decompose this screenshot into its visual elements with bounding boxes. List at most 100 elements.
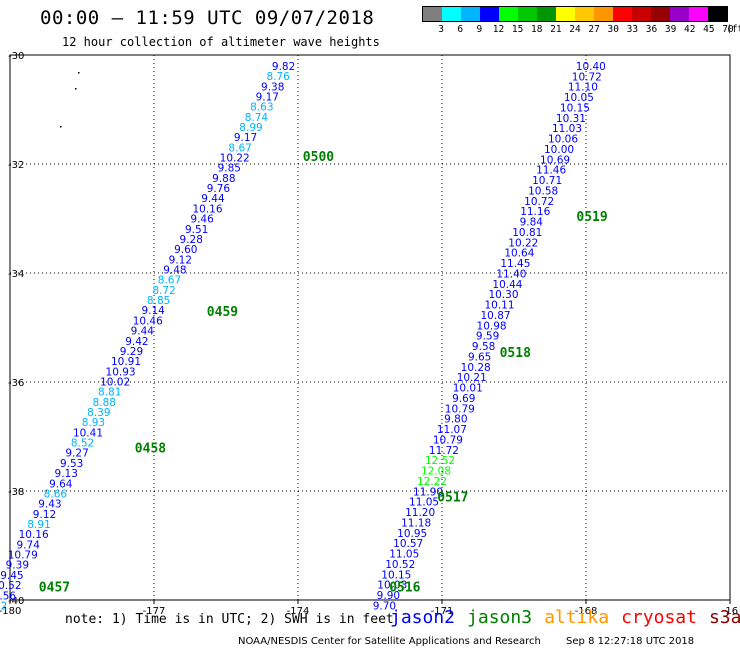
track-a-wave-height-label: 8.63 <box>250 102 273 114</box>
track-a-wave-height-label: 10.93 <box>106 366 136 378</box>
scale-swatch <box>537 7 556 21</box>
land-speck <box>75 88 77 90</box>
track-a-wave-height-label: 8.91 <box>27 519 50 531</box>
track-b-wave-height-label: 11.05 <box>389 549 419 561</box>
latitude-tick-label: -32 <box>8 160 24 171</box>
track-b-wave-height-label: 11.07 <box>437 424 467 436</box>
track-a-wave-height-label: 9.48 <box>163 265 186 277</box>
scale-swatch <box>461 7 480 21</box>
track-b-wave-height-label: 12.08 <box>421 466 451 478</box>
track-b-wave-height-label: 11.05 <box>409 497 439 509</box>
track-a-wave-height-label: 10.46 <box>133 315 163 327</box>
track-a-wave-height-label: 9.43 <box>38 499 61 511</box>
track-a-wave-height-label: 9.13 <box>55 468 78 480</box>
track-b-wave-height-label: 10.30 <box>488 289 518 301</box>
legend-entry-jason2: jason2 <box>390 607 456 628</box>
longitude-tick-label: -16 <box>722 606 738 617</box>
track-a-wave-height-label: 9.44 <box>201 193 225 205</box>
scale-label: 45 <box>703 24 715 35</box>
track-a-wave-height-label: 8.67 <box>158 275 181 287</box>
pass-time-label: 0519 <box>576 210 607 225</box>
scale-swatch <box>556 7 575 21</box>
track-b-wave-height-label: 10.64 <box>504 248 534 260</box>
track-b-wave-height-label: 11.72 <box>429 445 459 457</box>
track-b-wave-height-label: 10.69 <box>540 154 570 166</box>
track-a-wave-height-label: 9.76 <box>207 183 231 195</box>
longitude-tick-label: -174 <box>287 606 310 617</box>
scale-swatch <box>651 7 670 21</box>
legend-entry-jason3: jason3 <box>467 607 533 628</box>
track-a-wave-height-label: 8.66 <box>44 488 68 500</box>
credit-line: NOAA/NESDIS Center for Satellite Applica… <box>238 636 694 647</box>
track-a-wave-height-label: 9.74 <box>17 539 41 551</box>
track-b-wave-height-label: 9.58 <box>472 341 495 353</box>
track-b-wave-height-label: 10.87 <box>481 310 511 322</box>
pass-time-label: 0517 <box>437 490 468 505</box>
scale-label: (ft) <box>726 24 740 35</box>
latitude-tick-label: -36 <box>8 378 24 389</box>
scale-label: 27 <box>588 24 600 35</box>
pass-time-label: 0458 <box>135 441 166 456</box>
pass-time-label: 0457 <box>39 580 70 595</box>
track-b-wave-height-label: 10.40 <box>576 61 606 73</box>
track-b-wave-height-label: 11.46 <box>536 165 566 177</box>
track-b-wave-height-label: 10.06 <box>548 134 578 146</box>
track-a-wave-height-label: 8.52 <box>71 438 94 450</box>
track-a-wave-height-label: 9.14 <box>141 305 165 317</box>
track-a-wave-height-label: 8.72 <box>152 285 175 297</box>
legend-entry-cryosat: cryosat <box>621 607 697 628</box>
scale-label: 70 <box>722 24 734 35</box>
track-b-wave-height-label: 10.01 <box>453 383 483 395</box>
track-b-wave-height-label: 9.80 <box>444 414 467 426</box>
track-b-wave-height-label: 10.11 <box>484 300 514 312</box>
track-a-wave-height-label: 9.64 <box>49 478 73 490</box>
color-scale-bar <box>422 6 728 22</box>
scale-label: 42 <box>684 24 696 35</box>
track-a-wave-height-label: 10.02 <box>100 376 130 388</box>
track-b-wave-height-label: 10.21 <box>457 372 487 384</box>
scale-label: 36 <box>645 24 658 35</box>
track-b-wave-height-label: 12.22 <box>417 476 447 488</box>
track-a-wave-height-label: 9.27 <box>65 448 88 460</box>
longitude-tick-label: -177 <box>143 606 166 617</box>
longitude-tick-label: -168 <box>575 606 598 617</box>
credit-text: NOAA/NESDIS Center for Satellite Applica… <box>238 636 541 647</box>
scale-label: 6 <box>457 24 464 35</box>
track-b-wave-height-label: 10.05 <box>564 92 594 104</box>
scale-swatch <box>575 7 594 21</box>
track-b-wave-height-label: 10.03 <box>377 580 407 592</box>
track-a-wave-height-label: 10.41 <box>73 427 103 439</box>
track-b-wave-height-label: 10.71 <box>532 175 562 187</box>
page-subtitle: 12 hour collection of altimeter wave hei… <box>62 35 380 49</box>
track-b-wave-height-label: 9.59 <box>476 331 499 343</box>
track-b-wave-height-label: 11.16 <box>520 206 550 218</box>
track-a-wave-height-label: 8.39 <box>87 407 110 419</box>
scale-swatch <box>499 7 518 21</box>
track-a-wave-height-label: 8.81 <box>98 387 121 399</box>
scale-label: 30 <box>607 24 619 35</box>
track-b-wave-height-label: 10.79 <box>433 434 463 446</box>
pass-time-label: 0516 <box>389 580 420 595</box>
latitude-tick-label: -30 <box>8 51 24 62</box>
scale-label: 21 <box>550 24 562 35</box>
pass-time-label: 0459 <box>207 305 238 320</box>
track-b-wave-height-label: 10.52 <box>385 559 415 571</box>
page-title: 00:00 – 11:59 UTC 09/07/2018 <box>40 7 375 29</box>
track-b-wave-height-label: 11.45 <box>500 258 530 270</box>
land-speck <box>60 126 62 128</box>
track-b-wave-height-label: 11.03 <box>552 123 582 135</box>
track-b-wave-height-label: 10.22 <box>508 237 538 249</box>
scale-label: 24 <box>569 24 581 35</box>
track-b-wave-height-label: 9.69 <box>452 393 475 405</box>
track-b-wave-height-label: 10.95 <box>397 528 427 540</box>
track-a-wave-height-label: 8.99 <box>239 122 262 134</box>
track-b-wave-height-label: 10.72 <box>524 196 554 208</box>
track-b-wave-height-label: 10.44 <box>492 279 522 291</box>
track-a-wave-height-label: 9.29 <box>120 346 143 358</box>
track-a-wave-height-label: 8.67 <box>228 142 251 154</box>
scale-swatch <box>670 7 689 21</box>
track-b-wave-height-label: 11.20 <box>405 507 435 519</box>
track-b-wave-height-label: 11.10 <box>568 82 598 94</box>
scale-swatch <box>708 7 727 21</box>
track-a-wave-height-label: 10.56 <box>0 590 16 602</box>
